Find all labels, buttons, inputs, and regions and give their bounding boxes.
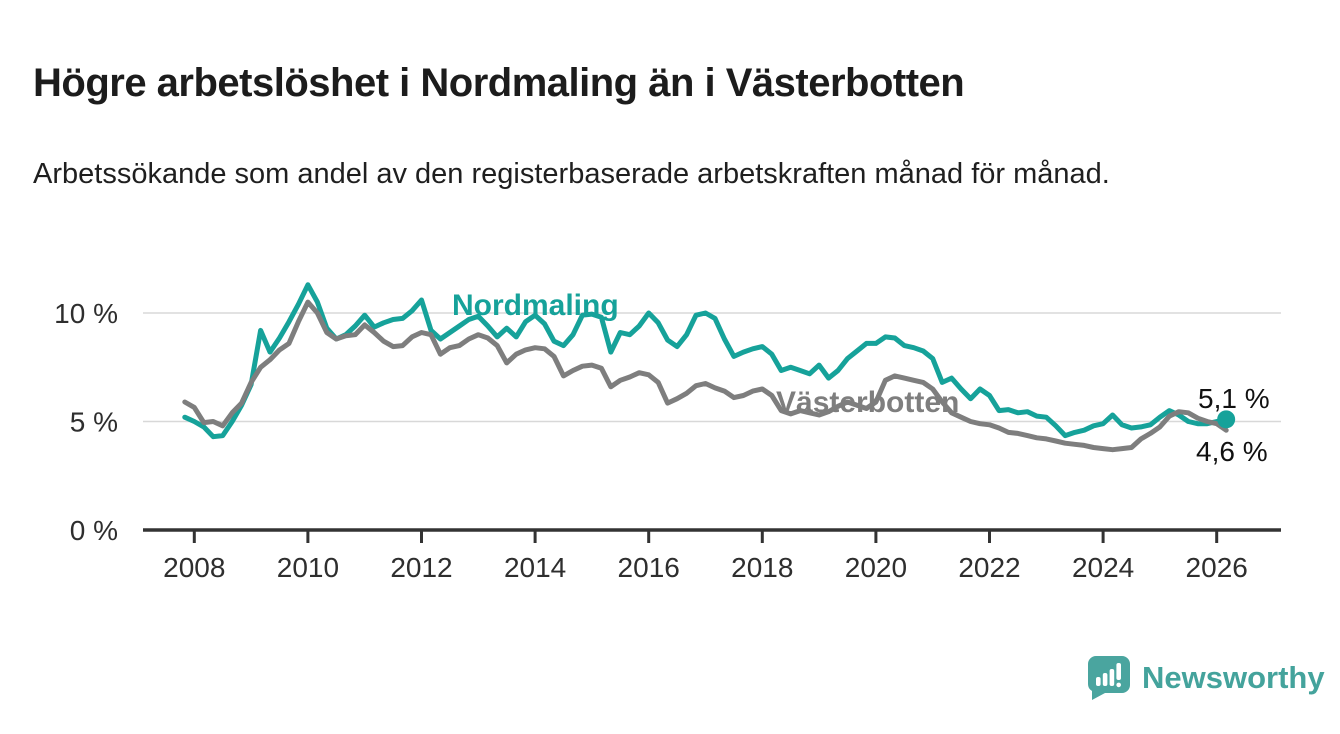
series-label-nordmaling: Nordmaling — [452, 289, 619, 322]
series-line-vsterbotten — [182, 299, 1229, 453]
series-line-nordmaling — [182, 282, 1229, 440]
x-axis-tick-label: 2016 — [618, 552, 680, 583]
x-axis-tick-label: 2024 — [1072, 552, 1134, 583]
x-axis-tick-label: 2026 — [1186, 552, 1248, 583]
end-point-marker — [1217, 410, 1236, 429]
page-title: Högre arbetslöshet i Nordmaling än i Väs… — [33, 60, 965, 105]
x-axis-tick-label: 2022 — [958, 552, 1020, 583]
x-axis-tick-label: 2010 — [277, 552, 339, 583]
x-axis-tick-label: 2018 — [731, 552, 793, 583]
x-axis-tick-label: 2020 — [845, 552, 907, 583]
end-value-label-nordmaling: 5,1 % — [1198, 383, 1270, 414]
newsworthy-wordmark: Newsworthy — [1142, 659, 1325, 695]
y-axis-tick-label: 0 % — [70, 515, 118, 546]
end-value-label-vasterbotten: 4,6 % — [1196, 436, 1268, 467]
x-axis-tick-label: 2008 — [163, 552, 225, 583]
y-axis-tick-label: 5 % — [70, 407, 118, 438]
newsworthy-logo[interactable]: Newsworthy — [1085, 654, 1325, 701]
x-axis-tick-label: 2014 — [504, 552, 566, 583]
chart-subtitle: Arbetssökande som andel av den registerb… — [33, 158, 1110, 190]
newsworthy-speech-bubble-bars-icon — [1087, 656, 1130, 700]
y-axis-tick-label: 10 % — [54, 298, 118, 329]
series-label-vasterbotten: Västerbotten — [776, 386, 960, 419]
x-axis-tick-label: 2012 — [390, 552, 452, 583]
